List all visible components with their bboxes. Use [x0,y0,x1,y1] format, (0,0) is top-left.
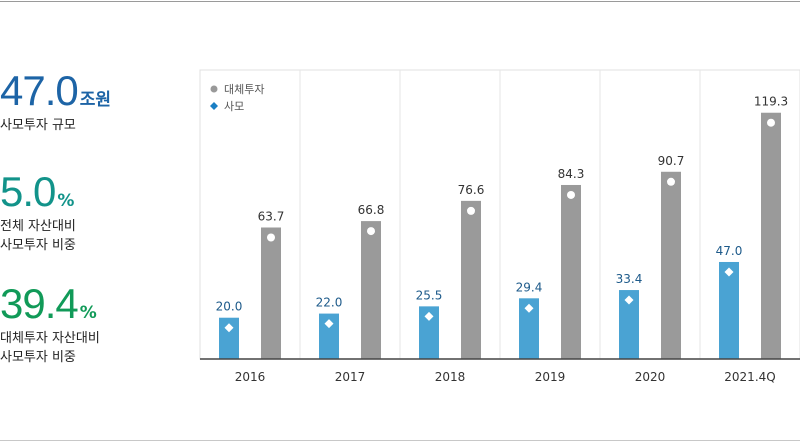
bar-marker-diamond [524,303,534,313]
data-label: 47.0 [716,244,743,258]
bar-private-equity [319,313,339,359]
data-label: 22.0 [316,296,343,310]
x-tick-label: 2019 [535,370,566,384]
bar-marker-circle [367,227,375,236]
stat-description: 사모투자 규모 [0,118,76,133]
stat-description: 대체투자 자산대비 사모투자 비중 [0,331,100,365]
stat-value: 39.4 [0,280,79,327]
stat-private-equity-size: 47.0 조원 사모투자 규모 [0,70,111,135]
bar-private-equity [519,298,539,359]
bar-private-equity [619,290,639,359]
stat-unit: % [57,191,75,211]
bar-private-equity [419,306,439,359]
data-label: 29.4 [516,280,543,294]
data-label: 84.3 [558,167,585,181]
bar-marker-diamond [224,323,234,333]
stat-value: 5.0 [0,168,56,215]
x-tick-label: 2018 [435,370,466,384]
legend-marker-diamond [210,102,218,110]
data-label: 66.8 [358,203,385,217]
data-label: 76.6 [458,183,485,197]
bar-marker-diamond [624,295,634,305]
x-tick-label: 2016 [235,370,266,384]
bar-marker-circle [567,190,575,199]
data-label: 33.4 [616,272,643,286]
stat-value-line: 39.4% [0,283,100,325]
legend-marker-circle [210,85,218,93]
legend-label: 사모 [224,100,244,113]
bar-private-equity [719,261,739,359]
stat-value: 47.0 [0,67,79,114]
legend-label: 대체투자 [224,83,264,96]
bar-marker-circle [667,177,675,186]
top-rule [0,1,800,2]
bar-marker-diamond [424,311,434,321]
bar-marker-diamond [324,319,334,329]
bar-alternative [661,171,681,359]
data-label: 63.7 [258,210,285,224]
bar-alternative [561,184,581,359]
stat-value-line: 5.0% [0,171,76,213]
bar-marker-circle [767,118,775,127]
bar-marker-circle [467,206,475,215]
stat-total-asset-ratio: 5.0% 전체 자산대비 사모투자 비중 [0,171,76,255]
bottom-rule [0,440,800,441]
data-label: 90.7 [658,154,685,168]
bar-alternative [361,221,381,359]
data-label: 119.3 [754,95,788,109]
stat-unit: 조원 [79,90,112,110]
bar-marker-circle [267,233,275,242]
x-tick-label: 2021.4Q [724,370,775,384]
stat-alternative-asset-ratio: 39.4% 대체투자 자산대비 사모투자 비중 [0,283,100,367]
bar-private-equity [219,317,239,359]
stat-description: 전체 자산대비 사모투자 비중 [0,219,76,253]
data-label: 20.0 [216,300,243,314]
stat-value-line: 47.0 조원 [0,70,111,112]
x-tick-label: 2017 [335,370,366,384]
bar-marker-diamond [724,267,734,277]
bar-alternative [761,112,781,359]
x-tick-label: 2020 [635,370,666,384]
bar-alternative [461,200,481,359]
stat-unit: % [79,303,97,323]
data-label: 25.5 [416,288,443,302]
bar-alternative [261,227,281,359]
